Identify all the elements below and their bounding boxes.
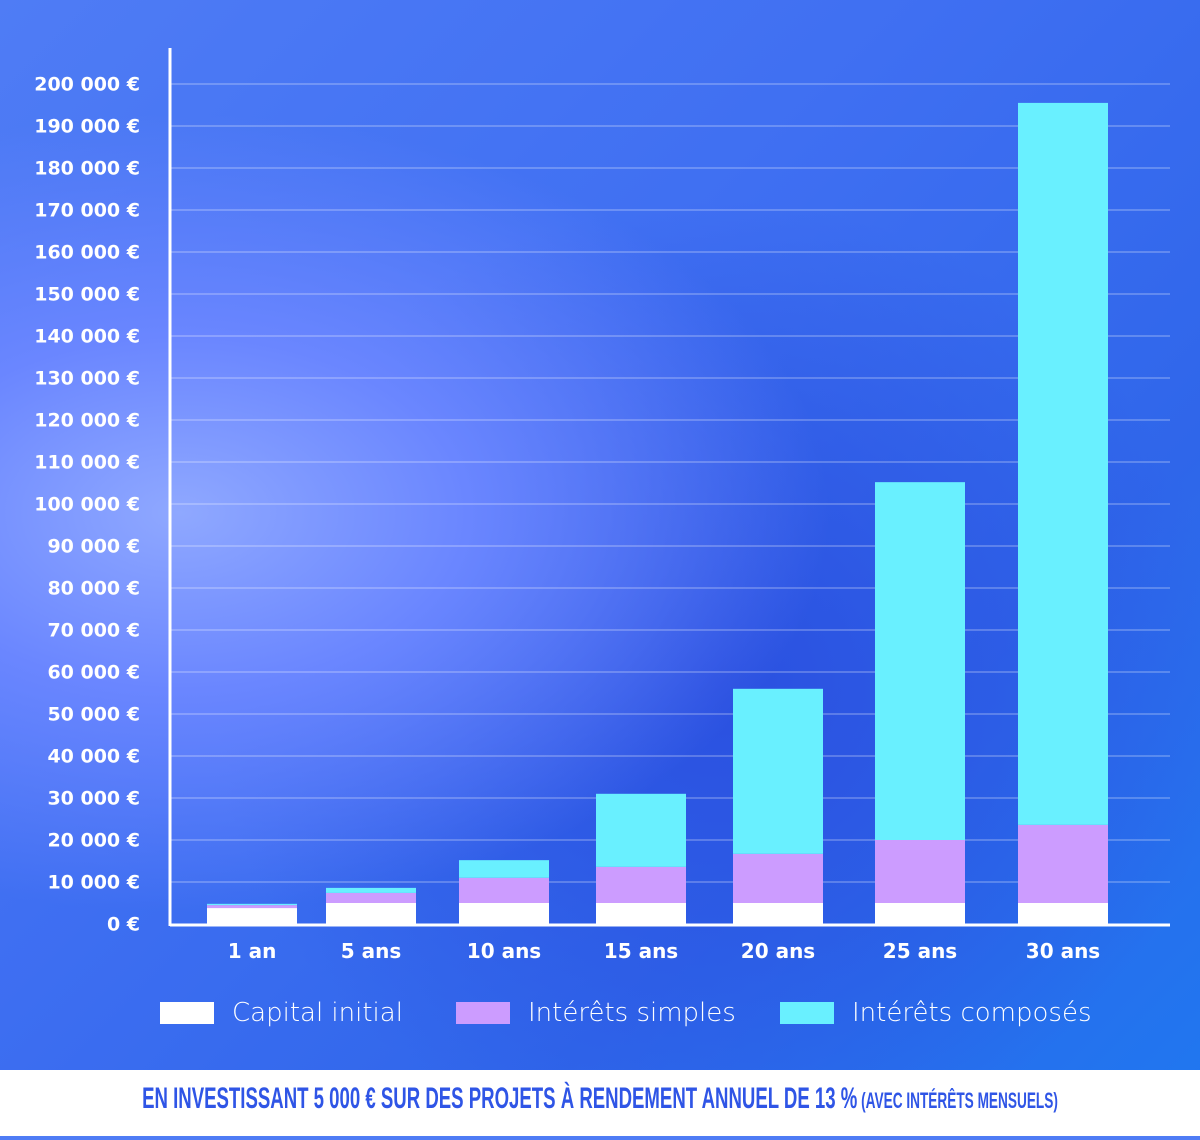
caption-text: EN INVESTISSANT 5 000 € SUR DES PROJETS … — [142, 1082, 1058, 1116]
bar-segment — [733, 903, 823, 924]
caption-bar: EN INVESTISSANT 5 000 € SUR DES PROJETS … — [0, 1070, 1200, 1140]
legend: Capital initial Intérêts simples Intérêt… — [0, 998, 1200, 1032]
y-tick-label: 180 000 € — [34, 158, 140, 180]
bar-segment — [1018, 824, 1108, 903]
bar-segment — [733, 853, 823, 903]
legend-label: Intérêts composés — [852, 998, 1092, 1028]
bar-segment — [875, 482, 965, 840]
x-tick-label: 10 ans — [467, 939, 541, 963]
y-tick-label: 120 000 € — [34, 410, 140, 432]
y-tick-label: 160 000 € — [34, 242, 140, 264]
bar-segment — [1018, 903, 1108, 924]
y-tick-label: 80 000 € — [47, 578, 140, 600]
y-tick-label: 70 000 € — [47, 620, 140, 642]
bar-segment — [326, 887, 416, 893]
bar-segment — [207, 908, 297, 924]
y-tick-label: 20 000 € — [47, 830, 140, 852]
y-tick-label: 200 000 € — [34, 74, 140, 96]
y-tick-label: 60 000 € — [47, 662, 140, 684]
y-tick-label: 140 000 € — [34, 326, 140, 348]
bar-segment — [596, 903, 686, 924]
bar-segment — [207, 905, 297, 909]
bar-segment — [459, 903, 549, 924]
x-tick-label: 1 an — [228, 939, 277, 963]
legend-swatch — [780, 1002, 834, 1024]
bar-segment — [459, 860, 549, 878]
bar-segment — [326, 903, 416, 924]
x-tick-label: 20 ans — [741, 939, 815, 963]
y-tick-label: 110 000 € — [34, 452, 140, 474]
caption-note: (AVEC INTÉRÊTS MENSUELS) — [857, 1088, 1058, 1113]
legend-swatch — [160, 1002, 214, 1024]
x-tick-label: 25 ans — [883, 939, 957, 963]
y-tick-label: 40 000 € — [47, 746, 140, 768]
legend-item-capital: Capital initial — [160, 998, 403, 1028]
legend-swatch — [456, 1002, 510, 1024]
y-tick-label: 170 000 € — [34, 200, 140, 222]
stacked-bar-chart: 0 € 10 000 € 20 000 € 30 000 € 40 000 € 50 00… — [34, 74, 1108, 963]
bar-segment — [875, 840, 965, 903]
x-tick-label: 5 ans — [341, 939, 402, 963]
y-tick-label: 130 000 € — [34, 368, 140, 390]
bar-segment — [207, 903, 297, 906]
x-tick-label: 30 ans — [1026, 939, 1100, 963]
y-tick-label: 50 000 € — [47, 704, 140, 726]
y-tick-label: 90 000 € — [47, 536, 140, 558]
y-tick-label: 10 000 € — [47, 872, 140, 894]
legend-item-simple: Intérêts simples — [456, 998, 736, 1028]
y-tick-label: 150 000 € — [34, 284, 140, 306]
y-tick-label: 30 000 € — [47, 788, 140, 810]
bar-segment — [875, 903, 965, 924]
caption-main: EN INVESTISSANT 5 000 € SUR DES PROJETS … — [142, 1082, 858, 1115]
legend-label: Capital initial — [232, 998, 403, 1028]
bar-segment — [459, 877, 549, 903]
legend-label: Intérêts simples — [528, 998, 736, 1028]
y-tick-label: 190 000 € — [34, 116, 140, 138]
y-tick-label: 100 000 € — [34, 494, 140, 516]
bar-segment — [596, 866, 686, 903]
bar-segment — [733, 688, 823, 854]
y-tick-label: 0 € — [107, 914, 140, 936]
bar-segment — [326, 892, 416, 903]
x-tick-label: 15 ans — [604, 939, 678, 963]
bar-segment — [596, 793, 686, 867]
bar-segment — [1018, 102, 1108, 825]
legend-item-compound: Intérêts composés — [780, 998, 1091, 1028]
